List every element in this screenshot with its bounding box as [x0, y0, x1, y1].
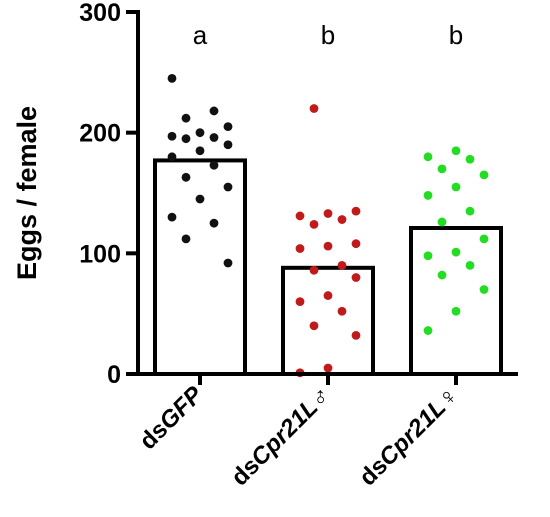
data-point — [167, 152, 177, 162]
data-point — [195, 194, 205, 204]
data-point — [209, 133, 219, 142]
data-point — [351, 206, 361, 216]
y-tick-label: 0 — [107, 361, 121, 389]
y-ticks: 0 100 200 300 — [79, 0, 138, 389]
data-point — [223, 122, 233, 132]
data-point — [195, 146, 205, 156]
data-point — [181, 172, 191, 182]
x-tick-label: dsCpr21L♂ — [226, 381, 336, 491]
data-point — [323, 209, 333, 218]
data-point — [423, 251, 433, 261]
data-point — [465, 206, 475, 216]
data-point — [479, 285, 489, 294]
data-point — [423, 191, 433, 200]
data-point — [309, 265, 319, 275]
data-point — [181, 134, 191, 144]
bar-1 — [281, 265, 375, 376]
points-group — [167, 73, 489, 378]
data-point — [351, 239, 361, 249]
data-point — [309, 219, 319, 229]
data-point — [209, 160, 219, 170]
bar-0 — [153, 158, 247, 376]
data-point — [223, 182, 233, 192]
data-point — [167, 131, 177, 141]
data-point — [181, 113, 191, 123]
data-point — [451, 182, 461, 192]
data-point — [451, 247, 461, 257]
data-point — [437, 217, 447, 227]
y-tick-label: 100 — [79, 240, 121, 268]
data-point — [309, 321, 319, 331]
data-point — [223, 258, 233, 268]
data-point — [323, 241, 333, 251]
data-point — [479, 170, 489, 180]
data-point — [195, 128, 205, 138]
data-point — [465, 261, 475, 270]
data-point — [209, 218, 219, 228]
data-point — [423, 326, 433, 335]
y-tick-label: 300 — [79, 0, 121, 27]
data-point — [295, 297, 305, 306]
data-point — [209, 106, 219, 116]
significance-label: a — [193, 20, 208, 50]
data-point — [451, 306, 461, 316]
data-point — [451, 146, 461, 156]
data-point — [337, 215, 347, 224]
data-point — [223, 140, 233, 150]
data-point — [437, 270, 447, 280]
bars-group — [153, 158, 503, 376]
data-point — [323, 363, 333, 373]
data-point — [309, 104, 319, 113]
data-point — [437, 164, 447, 174]
data-point — [181, 234, 191, 244]
data-point — [167, 73, 177, 83]
x-tick-label: dsCpr21L♀ — [354, 381, 464, 491]
data-point — [295, 211, 305, 221]
significance-label: b — [449, 20, 463, 50]
data-point — [423, 152, 433, 162]
x-tick-label: dsGFP — [134, 380, 208, 454]
significance-label: b — [321, 20, 335, 50]
data-point — [337, 261, 347, 270]
data-point — [167, 212, 177, 222]
data-point — [337, 306, 347, 316]
y-axis-label: Eggs / female — [12, 106, 42, 280]
data-point — [323, 291, 333, 300]
y-tick-label: 200 — [79, 120, 121, 148]
data-point — [351, 273, 361, 282]
data-point — [351, 330, 361, 340]
data-point — [295, 244, 305, 253]
data-point — [465, 154, 475, 164]
data-point — [479, 234, 489, 244]
